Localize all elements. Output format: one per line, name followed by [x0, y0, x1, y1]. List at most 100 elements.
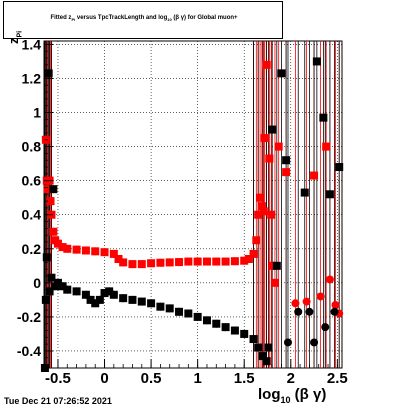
data-point	[53, 239, 62, 248]
data-point	[58, 282, 67, 291]
data-point	[240, 329, 249, 338]
data-point	[258, 352, 267, 361]
data-point	[49, 185, 58, 194]
data-point	[268, 125, 277, 134]
data-point	[165, 258, 174, 267]
data-point	[202, 316, 211, 325]
data-point	[114, 255, 123, 263]
data-point	[325, 190, 334, 199]
data-point	[45, 287, 54, 296]
data-point	[109, 290, 118, 299]
data-point	[294, 307, 303, 316]
y-tick-label: 0.8	[22, 139, 42, 155]
plot-frame	[43, 40, 343, 369]
data-point	[316, 292, 325, 301]
data-point	[282, 168, 291, 177]
xlabel-rest: (β γ)	[290, 386, 327, 403]
data-point	[156, 302, 165, 311]
data-point	[91, 299, 100, 308]
data-point	[105, 287, 114, 296]
x-tick-label: 1	[193, 370, 201, 387]
data-point	[254, 210, 263, 219]
data-point	[268, 261, 277, 270]
data-point	[274, 142, 283, 151]
tick-labels: -0.5 0 0.5 1 1.5 2 2.5 -0.4 -0.2 0 0.2 0.4 0.6 0.8 1 1.…	[17, 36, 348, 387]
data-point	[325, 275, 334, 284]
data-point	[262, 60, 271, 69]
data-point	[128, 260, 137, 269]
data-point	[230, 257, 239, 266]
data-point	[254, 343, 263, 352]
y-tick-label: -0.2	[17, 309, 41, 325]
data-point	[267, 210, 276, 219]
data-point	[240, 256, 249, 265]
x-tick-label: 1.5	[234, 370, 255, 387]
x-tick-label: -0.5	[45, 370, 71, 387]
title-part1: Fitted z	[50, 15, 72, 21]
y-tick-label: 0.4	[22, 207, 42, 223]
title-part3: (β γ) for Global muon+	[171, 15, 238, 21]
data-point	[184, 257, 193, 266]
title-sub2: 10	[167, 17, 172, 23]
data-point	[95, 295, 104, 304]
data-points	[40, 57, 344, 372]
x-axis-label: log10 (β γ)	[258, 386, 326, 405]
data-point	[58, 243, 67, 252]
title-box: Fitted zPi versus TpcTrackLength and log…	[3, 1, 283, 39]
timestamp: Tue Dec 21 07:26:52 2021	[4, 396, 112, 406]
data-point	[300, 188, 309, 197]
x-tick-label: 2.5	[327, 370, 348, 387]
data-point	[321, 323, 330, 332]
data-point	[260, 134, 269, 143]
data-point	[40, 364, 49, 372]
data-point	[282, 156, 291, 165]
data-point	[147, 259, 156, 268]
data-point	[63, 285, 72, 294]
data-point	[265, 154, 274, 163]
data-point	[262, 357, 271, 366]
data-point	[81, 246, 90, 255]
data-point	[249, 249, 258, 258]
data-point	[193, 312, 202, 321]
y-tick-label: 1.4	[22, 36, 42, 52]
xlabel-main: log	[258, 386, 281, 403]
axis-ticks	[44, 43, 338, 368]
data-point	[137, 260, 146, 269]
data-point	[319, 113, 328, 122]
data-point	[119, 294, 128, 303]
data-point	[47, 273, 56, 282]
title-sub1: Pi	[71, 17, 76, 23]
data-point	[305, 307, 314, 316]
data-point	[312, 57, 321, 66]
data-point	[331, 300, 340, 309]
data-point	[272, 261, 281, 270]
y-tick-label: 1.2	[22, 70, 42, 86]
data-point	[257, 202, 266, 211]
data-point	[322, 142, 331, 151]
data-point	[302, 297, 311, 306]
data-point	[119, 258, 128, 267]
data-point	[221, 323, 230, 332]
data-point	[43, 185, 52, 194]
data-point	[41, 295, 50, 304]
data-point	[283, 338, 292, 347]
data-point	[100, 289, 109, 298]
data-point	[72, 287, 81, 296]
y-tick-label: -0.4	[17, 343, 41, 359]
data-point	[100, 248, 109, 257]
data-point	[335, 163, 344, 172]
data-point	[259, 207, 268, 216]
data-point	[202, 257, 211, 266]
data-point	[184, 309, 193, 318]
data-point	[252, 236, 261, 245]
y-tick-label: 0	[33, 275, 41, 291]
x-tick-label: 0	[100, 370, 108, 387]
data-point	[86, 295, 95, 304]
data-point	[44, 69, 53, 78]
data-point	[49, 227, 58, 236]
data-point	[128, 295, 137, 304]
data-point	[165, 304, 174, 313]
xlabel-sub: 10	[280, 395, 291, 405]
data-point	[264, 343, 273, 352]
